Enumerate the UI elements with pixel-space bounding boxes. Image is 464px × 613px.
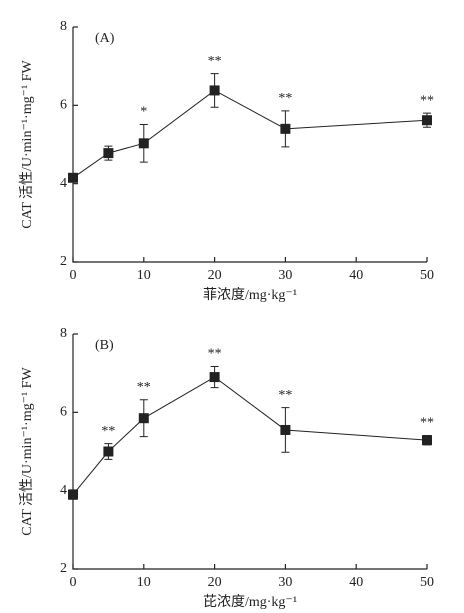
y-tick-label: 8 bbox=[60, 326, 67, 341]
axes bbox=[72, 334, 427, 570]
marker bbox=[422, 435, 432, 446]
significance-label: ** bbox=[420, 416, 434, 431]
marker bbox=[68, 172, 78, 183]
x-tick-label: 30 bbox=[278, 575, 292, 590]
x-tick-label: 0 bbox=[70, 268, 77, 283]
significance-label: ** bbox=[420, 93, 434, 108]
marker bbox=[280, 123, 291, 134]
marker bbox=[103, 446, 114, 457]
data-line bbox=[72, 89, 428, 179]
panel-label: (A) bbox=[95, 31, 115, 46]
x-tick-label: 0 bbox=[70, 575, 77, 590]
y-tick-label: 6 bbox=[60, 405, 67, 420]
significance-label: ** bbox=[101, 424, 115, 439]
significance-label: ** bbox=[278, 91, 292, 106]
marker bbox=[138, 138, 149, 149]
x-tick-label: 50 bbox=[420, 575, 434, 590]
significance-label: ** bbox=[137, 380, 151, 395]
y-tick-label: 4 bbox=[60, 176, 67, 191]
panel-label: (B) bbox=[95, 338, 114, 353]
marker bbox=[209, 85, 220, 96]
x-tick-label: 20 bbox=[208, 268, 222, 283]
x-tick-label: 30 bbox=[278, 268, 292, 283]
significance-label: ** bbox=[208, 54, 222, 69]
marker bbox=[68, 489, 78, 500]
y-axis-label: CAT 活性/U·min⁻¹·mg⁻¹ FW bbox=[19, 60, 35, 229]
marker bbox=[209, 372, 220, 383]
x-tick-label: 40 bbox=[349, 575, 363, 590]
significance-label: * bbox=[140, 105, 147, 120]
data-line bbox=[72, 376, 428, 495]
y-tick-label: 2 bbox=[60, 561, 67, 576]
y-axis-label: CAT 活性/U·min⁻¹·mg⁻¹ FW bbox=[19, 367, 35, 536]
x-axis-label: 菲浓度/mg·kg⁻¹ bbox=[203, 287, 297, 303]
y-tick-label: 8 bbox=[60, 19, 67, 34]
x-tick-label: 40 bbox=[349, 268, 363, 283]
marker bbox=[422, 115, 432, 126]
axes bbox=[72, 27, 427, 263]
significance-label: ** bbox=[278, 388, 292, 403]
x-axis-label: 芘浓度/mg·kg⁻¹ bbox=[203, 594, 297, 610]
y-tick-label: 4 bbox=[60, 483, 67, 498]
significance-label: ** bbox=[208, 347, 222, 362]
x-tick-label: 10 bbox=[137, 268, 151, 283]
marker bbox=[103, 148, 114, 159]
x-tick-label: 10 bbox=[137, 575, 151, 590]
x-tick-label: 20 bbox=[208, 575, 222, 590]
y-tick-label: 6 bbox=[60, 98, 67, 113]
y-tick-label: 2 bbox=[60, 254, 67, 269]
x-tick-label: 50 bbox=[420, 268, 434, 283]
marker bbox=[280, 424, 291, 435]
marker bbox=[138, 413, 149, 424]
